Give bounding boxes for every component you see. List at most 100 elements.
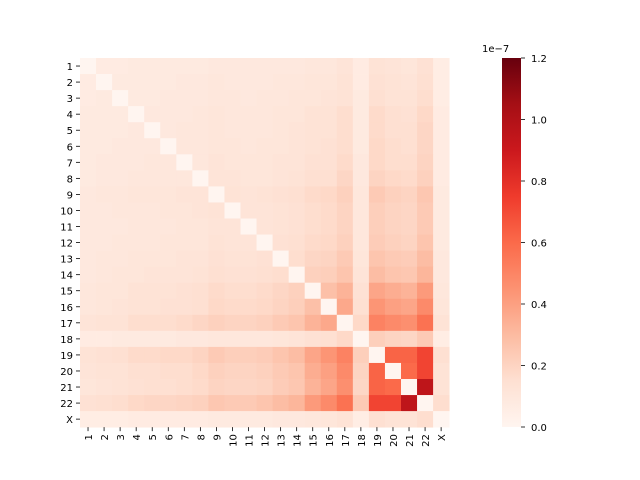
heatmap-cell bbox=[272, 186, 290, 203]
heatmap-cell bbox=[433, 170, 450, 187]
heatmap-cell bbox=[208, 346, 225, 364]
heatmap-cell bbox=[208, 314, 225, 332]
y-tick-label: 17 bbox=[60, 319, 73, 330]
heatmap-cell bbox=[352, 266, 370, 284]
x-tick-label: 12 bbox=[261, 434, 272, 447]
heatmap-cell bbox=[433, 330, 450, 348]
heatmap-cell bbox=[384, 122, 402, 139]
heatmap-cell bbox=[240, 106, 257, 123]
heatmap-cell bbox=[144, 379, 161, 396]
heatmap-cell bbox=[224, 266, 241, 284]
heatmap-cell bbox=[352, 362, 370, 380]
x-tick-label: 22 bbox=[421, 434, 432, 447]
heatmap-cell bbox=[336, 411, 354, 428]
heatmap-cell bbox=[336, 186, 354, 203]
heatmap-cell bbox=[401, 170, 418, 187]
heatmap-cell bbox=[224, 282, 241, 300]
heatmap-cell bbox=[240, 379, 257, 396]
heatmap-cell bbox=[272, 170, 290, 187]
heatmap-cell bbox=[433, 346, 450, 364]
heatmap-cell bbox=[433, 250, 450, 268]
heatmap-cell bbox=[256, 379, 273, 396]
heatmap-cell bbox=[208, 106, 225, 123]
heatmap-cell bbox=[304, 395, 322, 412]
heatmap-cell bbox=[112, 218, 129, 235]
heatmap-cell bbox=[272, 106, 290, 123]
heatmap-cell bbox=[160, 202, 177, 219]
x-tick-label: 15 bbox=[309, 434, 320, 447]
heatmap-cell bbox=[320, 122, 338, 139]
heatmap-cell bbox=[384, 266, 402, 284]
heatmap-cell bbox=[128, 266, 145, 284]
y-tick-label: 2 bbox=[67, 78, 73, 89]
heatmap-cell bbox=[96, 90, 113, 107]
heatmap-cell bbox=[128, 58, 145, 75]
heatmap-cell bbox=[256, 395, 273, 412]
heatmap-cell bbox=[368, 122, 386, 139]
heatmap-cell bbox=[368, 218, 386, 235]
heatmap-cell bbox=[256, 298, 273, 316]
heatmap-cell bbox=[417, 106, 434, 123]
heatmap-cell bbox=[224, 250, 241, 268]
heatmap-cell bbox=[336, 90, 354, 107]
heatmap-cell bbox=[208, 379, 225, 396]
heatmap-cell bbox=[96, 138, 113, 155]
heatmap-cell bbox=[272, 74, 290, 91]
colorbar-gradient bbox=[502, 58, 521, 427]
heatmap-cell bbox=[128, 170, 145, 187]
y-tick-label: 21 bbox=[60, 383, 73, 394]
heatmap-cell bbox=[96, 74, 113, 91]
heatmap-cell bbox=[192, 74, 209, 91]
heatmap-cell bbox=[433, 379, 450, 396]
heatmap-cell bbox=[336, 234, 354, 251]
heatmap-cell bbox=[256, 234, 273, 251]
heatmap-cell bbox=[112, 411, 129, 428]
heatmap-cell bbox=[417, 362, 434, 380]
heatmap-cell bbox=[320, 346, 338, 364]
y-tick-label: 18 bbox=[60, 335, 73, 346]
heatmap-cell bbox=[368, 250, 386, 268]
heatmap-cell bbox=[240, 298, 257, 316]
heatmap-cell bbox=[401, 298, 418, 316]
heatmap-cell bbox=[128, 395, 145, 412]
x-tick-label: 5 bbox=[148, 434, 159, 440]
heatmap-cell bbox=[112, 106, 129, 123]
heatmap-cell bbox=[417, 138, 434, 155]
heatmap-cell bbox=[336, 106, 354, 123]
heatmap-cell bbox=[368, 411, 386, 428]
heatmap-cell bbox=[272, 218, 290, 235]
heatmap-cell bbox=[256, 362, 273, 380]
heatmap-cell bbox=[160, 330, 177, 348]
heatmap-cell bbox=[352, 346, 370, 364]
heatmap-cell bbox=[272, 298, 290, 316]
heatmap-cell bbox=[224, 218, 241, 235]
heatmap-cell bbox=[417, 282, 434, 300]
heatmap-cell bbox=[176, 346, 193, 364]
x-tick-label: 16 bbox=[325, 434, 336, 447]
heatmap-cell bbox=[176, 74, 193, 91]
heatmap-cell bbox=[272, 346, 290, 364]
y-tick-label: X bbox=[66, 415, 73, 426]
heatmap-cell bbox=[240, 154, 257, 171]
heatmap-cell bbox=[368, 362, 386, 380]
heatmap-cell bbox=[224, 170, 241, 187]
heatmap-cell bbox=[272, 90, 290, 107]
heatmap-cell bbox=[128, 346, 145, 364]
heatmap-cell bbox=[272, 266, 290, 284]
heatmap-cell bbox=[96, 298, 113, 316]
heatmap-cell bbox=[272, 234, 290, 251]
heatmap-cell bbox=[80, 298, 97, 316]
heatmap-cell bbox=[256, 266, 273, 284]
heatmap-cell bbox=[176, 138, 193, 155]
heatmap-cell bbox=[352, 314, 370, 332]
x-tick-label: 6 bbox=[164, 434, 175, 440]
heatmap-cell bbox=[336, 170, 354, 187]
heatmap-cell bbox=[288, 202, 306, 219]
heatmap-cell bbox=[224, 362, 241, 380]
heatmap-cell bbox=[272, 138, 290, 155]
heatmap-cell bbox=[256, 218, 273, 235]
heatmap-cell bbox=[401, 411, 418, 428]
heatmap-cell bbox=[320, 58, 338, 75]
heatmap-cell bbox=[80, 58, 97, 75]
heatmap-cell bbox=[240, 202, 257, 219]
